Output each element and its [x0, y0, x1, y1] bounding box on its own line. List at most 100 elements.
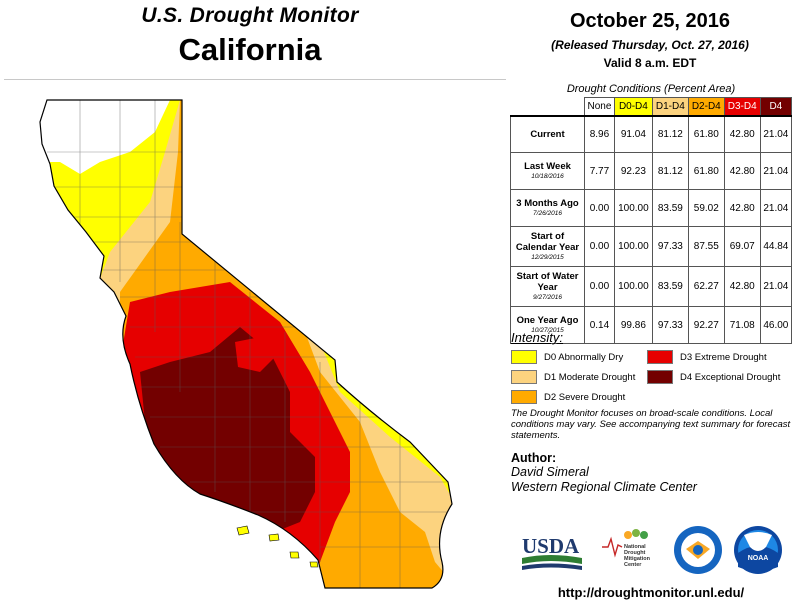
table-cell: 81.12	[651, 114, 689, 153]
table-cell: 92.27	[687, 306, 725, 344]
table-row: 3 Months Ago 7/26/2016 0.00 100.00 83.59 59.0…	[510, 189, 793, 227]
website-url[interactable]: http://droughtmonitor.unl.edu/	[557, 585, 745, 600]
col-header-d2: D2-D4	[687, 97, 725, 116]
valid-time: Valid 8 a.m. EDT	[603, 56, 697, 70]
row-date: 10/27/2015	[531, 327, 564, 334]
legend-swatch-d2	[511, 390, 537, 404]
table-cell: 83.59	[651, 266, 689, 307]
release-date: (Released Thursday, Oct. 27, 2016)	[551, 38, 749, 52]
author-org: Western Regional Climate Center	[511, 480, 697, 494]
row-date: 10/18/2016	[531, 173, 564, 180]
table-cell: 42.80	[723, 266, 761, 307]
legend-item-d4: D4 Exceptional Drought	[647, 370, 780, 384]
table-cell: 42.80	[723, 152, 761, 190]
row-date: 7/26/2016	[533, 210, 562, 217]
table-cell: 44.84	[759, 226, 793, 267]
row-label: Current	[510, 114, 585, 153]
legend-swatch-d3	[647, 350, 673, 364]
map-header: U.S. Drought Monitor California	[0, 4, 500, 68]
california-drought-map	[39, 99, 453, 589]
legend-item-d0: D0 Abnormally Dry	[511, 350, 623, 364]
legend-title: Intensity:	[511, 330, 564, 345]
table-cell: 83.59	[651, 189, 689, 227]
usda-logo: USDA	[522, 534, 582, 570]
row-label-text: Start of Calendar Year	[515, 231, 580, 253]
table-cell: 42.80	[723, 114, 761, 153]
ndmc-word-2: Drought	[624, 550, 646, 556]
table-cell: 81.12	[651, 152, 689, 190]
row-label-text: Start of Water Year	[516, 271, 579, 293]
table-cell: 46.00	[759, 306, 793, 344]
legend-swatch-d4	[647, 370, 673, 384]
row-label: Start of Water Year 9/27/2016	[510, 266, 585, 307]
map-date: October 25, 2016	[569, 10, 731, 32]
table-cell: 0.00	[584, 226, 615, 267]
table-cell: 8.96	[584, 114, 615, 153]
row-label: Last Week 10/18/2016	[510, 152, 585, 190]
ndmc-word-4: Center	[624, 562, 642, 568]
table-row: Current 8.96 91.04 81.12 61.80 42.80 21.04	[510, 114, 793, 153]
legend-label-d4: D4 Exceptional Drought	[680, 371, 781, 383]
table-corner	[510, 97, 585, 116]
drought-conditions-table: None D0-D4 D1-D4 D2-D4 D3-D4 D4 Current 8…	[510, 97, 793, 344]
table-cell: 100.00	[613, 266, 653, 307]
noaa-logo-text: NOAA	[748, 555, 769, 562]
table-cell: 21.04	[759, 189, 793, 227]
row-label: 3 Months Ago 7/26/2016	[510, 189, 585, 227]
table-cell: 99.86	[613, 306, 653, 344]
table-row: Start of Calendar Year 12/29/2015 0.00 100.…	[510, 226, 793, 267]
usda-logo-text: USDA	[522, 534, 580, 558]
author-block: Author: David Simeral Western Regional C…	[511, 451, 796, 495]
legend-label-d0: D0 Abnormally Dry	[544, 351, 624, 363]
region-name: California	[178, 32, 322, 67]
col-header-d0: D0-D4	[613, 97, 653, 116]
row-label-text: 3 Months Ago	[516, 198, 579, 209]
table-cell: 97.33	[651, 306, 689, 344]
author-name: David Simeral	[511, 465, 589, 479]
table-cell: 21.04	[759, 114, 793, 153]
row-label-text: One Year Ago	[516, 315, 579, 326]
disclaimer-note: The Drought Monitor focuses on broad-sca…	[511, 408, 791, 441]
row-date: 9/27/2016	[533, 294, 562, 301]
d4-zone	[140, 327, 315, 532]
date-header: October 25, 2016 (Released Thursday, Oct…	[500, 10, 800, 70]
legend-label-d3: D3 Extreme Drought	[680, 351, 767, 363]
table-header-row: None D0-D4 D1-D4 D2-D4 D3-D4 D4	[510, 97, 793, 116]
commerce-seal-logo	[674, 526, 722, 574]
col-header-d4: D4	[759, 97, 793, 116]
row-label-text: Last Week	[524, 161, 571, 172]
row-label: Start of Calendar Year 12/29/2015	[510, 226, 585, 267]
ndmc-word-1: National	[624, 544, 646, 550]
table-cell: 92.23	[613, 152, 653, 190]
table-cell: 21.04	[759, 152, 793, 190]
row-date: 12/29/2015	[531, 254, 564, 261]
legend-label-d1: D1 Moderate Drought	[544, 371, 636, 383]
table-cell: 21.04	[759, 266, 793, 307]
table-cell: 61.80	[687, 114, 725, 153]
table-cell: 100.00	[613, 226, 653, 267]
noaa-logo: NOAA	[734, 526, 782, 574]
legend-item-d3: D3 Extreme Drought	[647, 350, 767, 364]
table-cell: 100.00	[613, 189, 653, 227]
legend-label-d2: D2 Severe Drought	[544, 391, 626, 403]
legend-item-d1: D1 Moderate Drought	[511, 370, 635, 384]
table-cell: 97.33	[651, 226, 689, 267]
table-cell: 62.27	[687, 266, 725, 307]
table-cell: 69.07	[723, 226, 761, 267]
table-row: Start of Water Year 9/27/2016 0.00 100.00 83…	[510, 266, 793, 307]
header-divider	[4, 79, 506, 80]
ndmc-word-3: Mitigation	[624, 556, 651, 562]
table-cell: 91.04	[613, 114, 653, 153]
col-header-d1: D1-D4	[651, 97, 689, 116]
table-cell: 42.80	[723, 189, 761, 227]
table-row: One Year Ago 10/27/2015 0.14 99.86 97.33 92.2…	[510, 306, 793, 344]
row-label-text: Current	[530, 128, 565, 140]
author-heading: Author:	[511, 451, 557, 465]
table-cell: 0.14	[584, 306, 615, 344]
table-cell: 0.00	[584, 189, 615, 227]
table-cell: 59.02	[687, 189, 725, 227]
table-cell: 61.80	[687, 152, 725, 190]
table-cell: 0.00	[584, 266, 615, 307]
svg-text:National Drought M: National Drought Mitigation Center	[624, 544, 652, 568]
col-header-d3: D3-D4	[723, 97, 761, 116]
